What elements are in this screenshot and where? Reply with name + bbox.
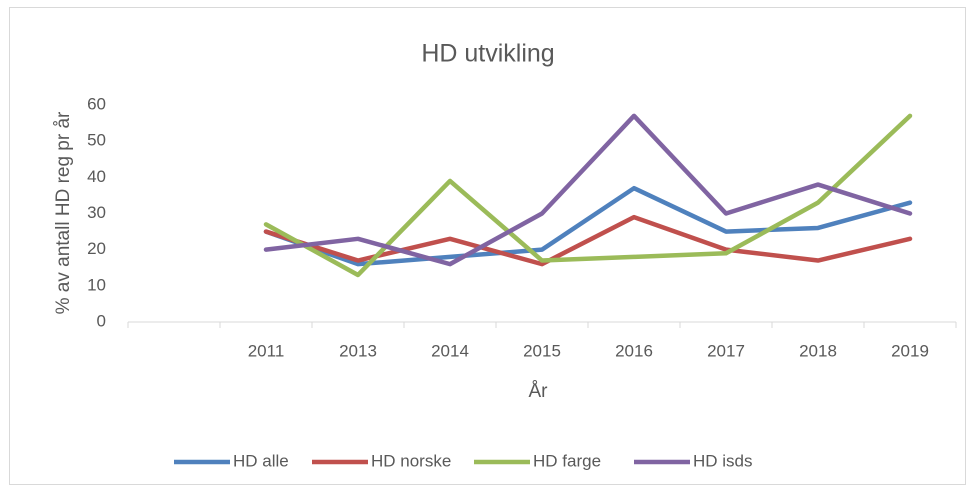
legend-label: HD norske [371, 451, 451, 470]
legend-label: HD farge [533, 451, 601, 470]
y-tick-label: 10 [87, 275, 106, 294]
x-tick-label: 2015 [523, 341, 561, 360]
series-line [263, 185, 913, 267]
x-axis-label: År [529, 381, 549, 402]
y-tick-label: 40 [87, 167, 106, 186]
x-tick-label: 2011 [248, 341, 285, 360]
y-tick-label: 30 [87, 203, 106, 222]
y-tick-label: 20 [87, 239, 106, 258]
y-tick-label: 60 [87, 94, 106, 113]
x-tick-label: 2016 [615, 341, 653, 360]
series-line [263, 113, 913, 278]
chart-title: HD utvikling [421, 40, 554, 68]
legend-label: HD isds [693, 451, 753, 470]
y-tick-label: 0 [97, 311, 106, 330]
x-tick-label: 2018 [799, 341, 837, 360]
x-tick-label: 2014 [431, 341, 469, 360]
x-tick-label: 2019 [891, 341, 929, 360]
y-axis-label: % av antall HD reg pr år [53, 111, 74, 314]
x-tick-label: 2017 [707, 341, 745, 360]
x-tick-label: 2013 [339, 341, 377, 360]
y-tick-label: 50 [87, 131, 106, 150]
series-line [263, 113, 913, 267]
legend-label: HD alle [233, 451, 289, 470]
